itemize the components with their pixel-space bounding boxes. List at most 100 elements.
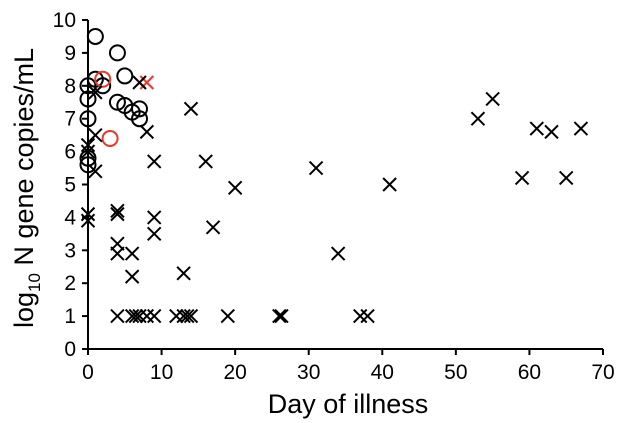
data-marks (79, 27, 589, 324)
cross-stroke (88, 164, 103, 179)
y-axis-title: log10 N gene copies/mL (9, 48, 44, 328)
cross-point (330, 246, 346, 261)
cross-point (128, 308, 144, 324)
x-tick-label: 0 (82, 361, 94, 384)
cross-stroke (227, 180, 243, 195)
cross-point (110, 206, 125, 222)
cross-point (227, 180, 243, 195)
cross-point (220, 308, 235, 324)
cross-point (573, 121, 589, 136)
cross-stroke (139, 124, 155, 140)
cross-point (88, 85, 103, 100)
cross-point (147, 154, 162, 169)
y-tick-label: 4 (64, 206, 76, 229)
cross-stroke (485, 91, 500, 107)
y-tick-label: 6 (64, 141, 76, 164)
plot-area (87, 20, 603, 350)
x-axis-title: Day of illness (268, 389, 429, 419)
circle-point (86, 27, 104, 45)
cross-stroke (80, 206, 96, 222)
cross-point (353, 308, 368, 324)
cross-point (360, 308, 375, 324)
cross-point (80, 213, 96, 228)
cross-stroke (198, 154, 213, 169)
cross-stroke (514, 170, 530, 186)
cross-stroke (110, 308, 125, 324)
cross-point (110, 246, 125, 261)
cross-point (198, 154, 213, 169)
cross-point (559, 170, 574, 186)
y-tick-label: 5 (64, 174, 76, 197)
y-axis-ticks: 0 1 2 3 4 5 6 7 8 9 10 (53, 9, 88, 361)
x-tick-label: 60 (518, 361, 541, 384)
circle-point (131, 110, 148, 128)
y-tick-label: 7 (64, 108, 76, 131)
cross-stroke (573, 121, 589, 136)
x-tick-label: 70 (591, 361, 614, 384)
cross-point (485, 91, 500, 107)
cross-stroke (360, 308, 375, 324)
circle-point (79, 90, 97, 108)
x-tick-label: 20 (223, 361, 246, 384)
cross-stroke (272, 308, 287, 324)
cross-stroke (544, 124, 559, 140)
cross-stroke (147, 210, 162, 225)
cross-stroke (124, 269, 140, 284)
cross-point (470, 111, 486, 126)
cross-stroke (205, 220, 221, 235)
cross-point (110, 203, 125, 219)
cross-stroke (183, 308, 199, 324)
cross-point (382, 177, 397, 192)
cross-point (183, 308, 199, 324)
y-tick-label: 8 (64, 75, 76, 98)
cross-point (139, 308, 155, 324)
red-circle-point (101, 129, 119, 147)
cross-stroke (110, 203, 125, 219)
cross-stroke (88, 127, 103, 143)
cross-point (514, 170, 530, 186)
cross-stroke (180, 308, 195, 324)
cross-stroke (132, 75, 147, 90)
cross-point (124, 269, 140, 284)
cross-stroke (274, 308, 289, 324)
cross-stroke (308, 160, 324, 176)
cross-point (529, 121, 544, 136)
red-cross-point (139, 75, 155, 90)
cross-point (80, 137, 96, 153)
cross-stroke (382, 177, 397, 192)
cross-point (147, 226, 162, 242)
cross-point (147, 308, 162, 324)
cross-point (308, 160, 324, 176)
cross-stroke (147, 308, 162, 324)
cross-stroke (176, 266, 191, 281)
cross-point (132, 75, 147, 90)
cross-stroke (80, 137, 96, 153)
cross-point (147, 210, 162, 225)
cross-point (180, 308, 195, 324)
x-tick-label: 40 (371, 361, 394, 384)
cross-point (274, 308, 289, 324)
cross-point (169, 308, 184, 324)
cross-stroke (110, 206, 125, 222)
circle-point (116, 67, 134, 85)
cross-point (88, 164, 103, 179)
cross-point (176, 266, 191, 281)
cross-stroke (330, 246, 346, 261)
cross-stroke (220, 308, 235, 324)
red-circle-point (94, 70, 112, 88)
y-axis-title-main: log (9, 292, 39, 328)
circle-point (94, 77, 112, 95)
x-tick-label: 30 (297, 361, 320, 384)
cross-point (272, 308, 287, 324)
y-tick-label: 10 (53, 9, 76, 32)
cross-stroke (128, 308, 144, 324)
y-tick-label: 3 (64, 239, 76, 262)
circle-point (79, 110, 97, 128)
cross-stroke (88, 85, 103, 100)
y-tick-label: 9 (64, 42, 76, 65)
x-tick-label: 10 (150, 361, 173, 384)
cross-point (183, 101, 199, 117)
cross-stroke (124, 246, 140, 261)
cross-point (139, 124, 155, 140)
